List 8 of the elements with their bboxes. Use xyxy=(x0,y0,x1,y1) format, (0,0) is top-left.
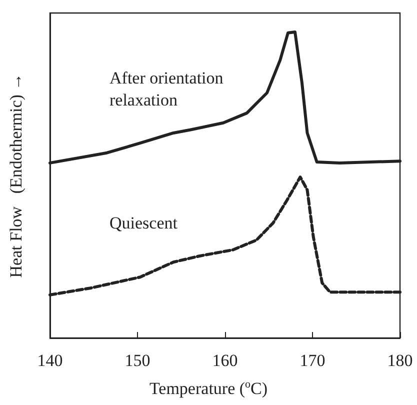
series-label: After orientation relaxation xyxy=(110,68,224,110)
x-tick-label: 150 xyxy=(124,351,150,370)
x-tick-label: 170 xyxy=(300,351,326,370)
x-tick-label: 180 xyxy=(387,351,413,370)
series-label: Quiescent xyxy=(110,214,178,233)
x-tick-label: 160 xyxy=(212,351,238,370)
x-tick-label: 140 xyxy=(37,351,63,370)
y-axis-title: Heat Flow (Endothermic) → xyxy=(6,73,26,278)
